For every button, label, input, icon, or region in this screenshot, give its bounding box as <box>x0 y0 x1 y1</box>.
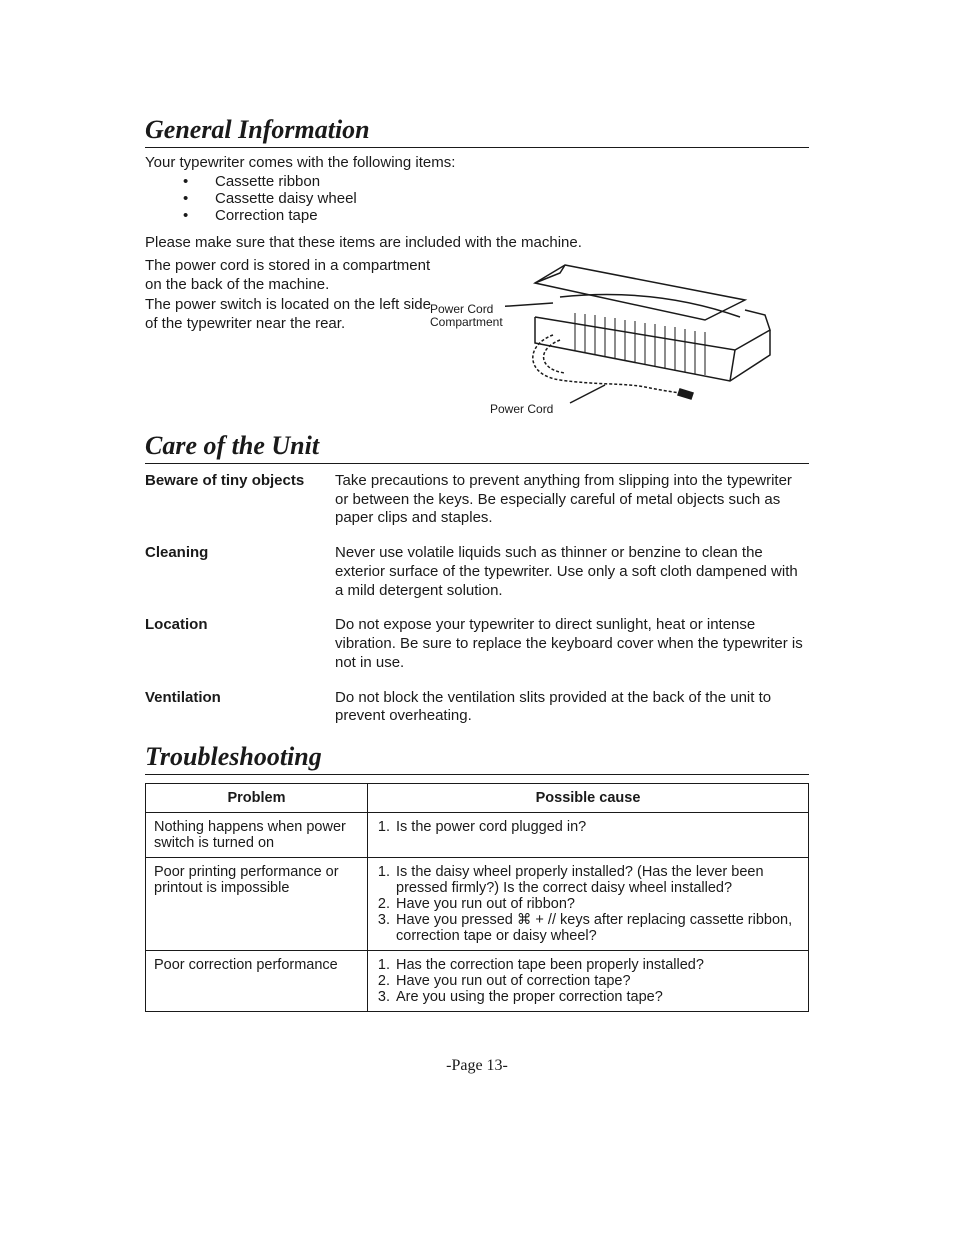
table-row: Nothing happens when power switch is tur… <box>146 813 809 858</box>
cause-item: Have you pressed ⌘ + // keys after repla… <box>394 912 800 944</box>
included-items-list: Cassette ribbon Cassette daisy wheel Cor… <box>145 173 809 224</box>
care-label: Cleaning <box>145 544 335 600</box>
cell-cause: Is the power cord plugged in? <box>368 813 809 858</box>
table-row: Poor correction performance Has the corr… <box>146 951 809 1012</box>
cause-item: Has the correction tape been properly in… <box>394 957 800 973</box>
care-label: Location <box>145 616 335 672</box>
list-item: Correction tape <box>215 207 809 224</box>
care-label: Beware of tiny objects <box>145 472 335 528</box>
cell-problem: Nothing happens when power switch is tur… <box>146 813 368 858</box>
section-heading-troubleshooting: Troubleshooting <box>145 742 809 775</box>
cell-problem: Poor printing performance or printout is… <box>146 858 368 951</box>
cord-info-2: The power switch is located on the left … <box>145 296 445 334</box>
cause-item: Have you run out of correction tape? <box>394 973 800 989</box>
callout-compartment: Power Cord Compartment <box>430 303 503 329</box>
care-text: Do not block the ventilation slits provi… <box>335 689 809 727</box>
confirm-text: Please make sure that these items are in… <box>145 234 809 253</box>
troubleshooting-table: Problem Possible cause Nothing happens w… <box>145 783 809 1012</box>
cord-info-1: The power cord is stored in a compartmen… <box>145 257 445 295</box>
cause-item: Have you run out of ribbon? <box>394 896 800 912</box>
table-row: Poor printing performance or printout is… <box>146 858 809 951</box>
care-label: Ventilation <box>145 689 335 727</box>
typewriter-illustration <box>505 255 785 420</box>
care-text: Do not expose your typewriter to direct … <box>335 616 809 672</box>
cell-cause: Is the daisy wheel properly installed? (… <box>368 858 809 951</box>
care-row: Cleaning Never use volatile liquids such… <box>145 544 809 600</box>
section-heading-general: General Information <box>145 115 809 148</box>
page-number: -Page 13- <box>145 1057 809 1075</box>
th-cause: Possible cause <box>368 784 809 813</box>
th-problem: Problem <box>146 784 368 813</box>
cell-cause: Has the correction tape been properly in… <box>368 951 809 1012</box>
intro-text: Your typewriter comes with the following… <box>145 154 809 171</box>
section-heading-care: Care of the Unit <box>145 431 809 464</box>
care-row: Location Do not expose your typewriter t… <box>145 616 809 672</box>
cause-item: Are you using the proper correction tape… <box>394 989 800 1005</box>
care-text: Never use volatile liquids such as thinn… <box>335 544 809 600</box>
cause-item: Is the daisy wheel properly installed? (… <box>394 864 800 896</box>
cause-item: Is the power cord plugged in? <box>394 819 800 835</box>
care-text: Take precautions to prevent anything fro… <box>335 472 809 528</box>
callout-power-cord: Power Cord <box>490 403 553 416</box>
list-item: Cassette ribbon <box>215 173 809 190</box>
cell-problem: Poor correction performance <box>146 951 368 1012</box>
list-item: Cassette daisy wheel <box>215 190 809 207</box>
care-row: Ventilation Do not block the ventilation… <box>145 689 809 727</box>
care-row: Beware of tiny objects Take precautions … <box>145 472 809 528</box>
